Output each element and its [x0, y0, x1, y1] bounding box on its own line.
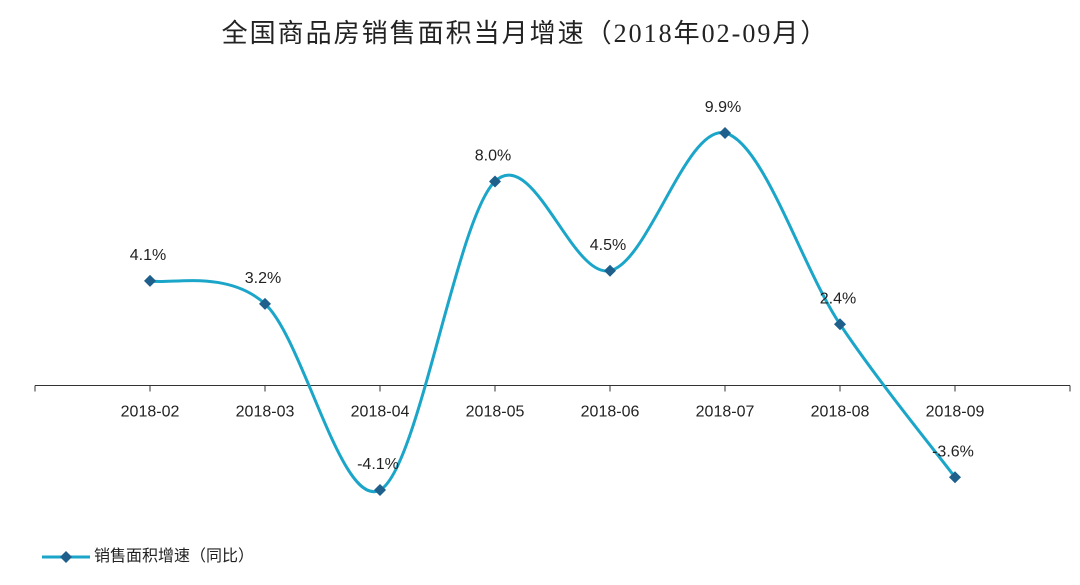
x-tick-label: 2018-02	[121, 404, 180, 421]
chart-title: 全国商品房销售面积当月增速（2018年02-09月）	[222, 19, 829, 48]
marker	[949, 471, 961, 484]
marker	[144, 274, 156, 287]
line	[149, 131, 957, 494]
x-tick-label: 2018-04	[351, 404, 410, 421]
data-label: -4.1%	[357, 456, 399, 473]
data-label: 8.0%	[475, 148, 511, 165]
marker	[374, 484, 386, 496]
data-label: 4.1%	[130, 247, 166, 264]
x-tick-label: 2018-06	[581, 404, 640, 421]
x-tick-label: 2018-08	[811, 404, 870, 421]
data-label: 4.5%	[590, 237, 626, 254]
data-label: 3.2%	[245, 270, 281, 287]
marker	[259, 297, 271, 310]
marker	[834, 318, 846, 331]
x-tick-label: 2018-05	[466, 404, 525, 421]
x-tick-label: 2018-09	[926, 404, 985, 421]
marker	[719, 127, 731, 139]
data-label: 2.4%	[820, 290, 856, 307]
data-label: 9.9%	[705, 99, 741, 116]
legend-label: 销售面积增速（同比）	[94, 547, 254, 565]
x-tick-label: 2018-03	[236, 404, 295, 421]
marker	[604, 264, 616, 277]
marker	[489, 175, 501, 188]
x-tick-label: 2018-07	[696, 404, 755, 421]
data-label: -3.6%	[932, 443, 974, 460]
legend-marker	[60, 551, 72, 563]
